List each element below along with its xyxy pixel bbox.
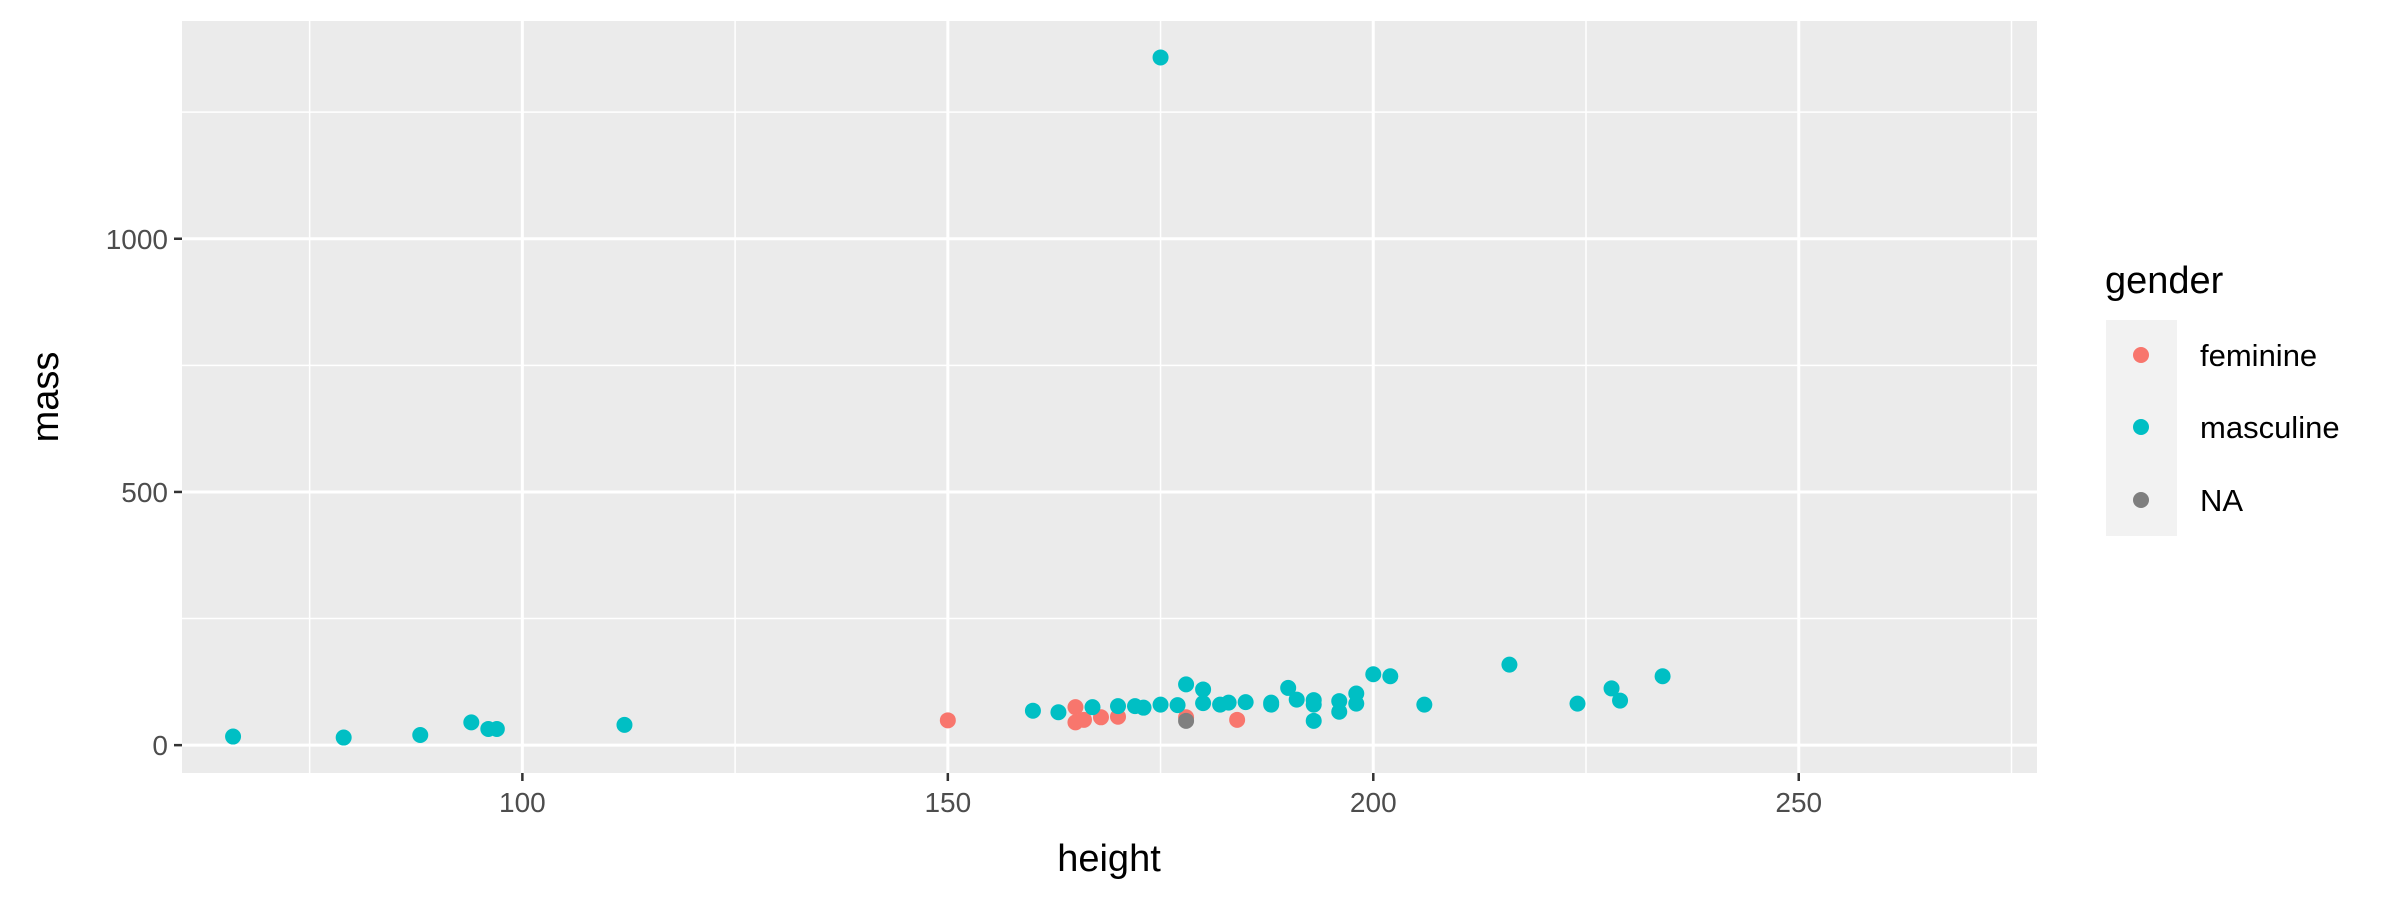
point-masculine [1169,697,1186,714]
point-masculine [1501,656,1518,673]
x-tick-label: 250 [1775,787,1822,818]
legend-key-na [2133,492,2149,508]
plot-panel [182,21,2037,773]
point-masculine [1263,696,1280,713]
legend-key-feminine [2133,347,2149,363]
y-tick-label: 0 [152,730,168,761]
point-masculine [1110,698,1127,715]
legend-key-masculine [2133,419,2149,435]
point-masculine [1416,696,1433,713]
point-masculine [463,714,480,731]
point-feminine [1067,699,1084,716]
x-tick-label: 100 [499,787,546,818]
legend-label-feminine: feminine [2200,338,2317,373]
legend-label-masculine: masculine [2200,410,2340,445]
legend-items: feminine masculine NA [2133,338,2340,518]
point-na [1178,712,1195,729]
point-masculine [1135,699,1152,716]
axis-ticks [174,237,1800,781]
legend: gender feminine masculine NA [2105,260,2340,536]
y-tick-label: 1000 [106,224,168,255]
legend-label-na: NA [2200,483,2243,518]
legend-title: gender [2105,260,2224,302]
point-masculine [335,729,352,746]
point-masculine [1237,694,1254,711]
point-masculine [1305,696,1322,713]
point-masculine [1305,712,1322,729]
point-masculine [1152,49,1169,66]
x-axis-title: height [1057,838,1161,880]
point-masculine [1084,699,1101,716]
point-masculine [1331,703,1348,720]
y-tick-label: 500 [121,477,168,508]
point-masculine [1220,694,1237,711]
point-masculine [1288,691,1305,708]
tick-labels: 100 150 200 250 0 500 1000 [106,224,1822,818]
point-masculine [225,728,242,745]
point-feminine [1075,711,1092,728]
data-points [225,49,1671,746]
point-masculine [1178,676,1195,693]
point-masculine [1152,696,1169,713]
point-masculine [1382,668,1399,685]
x-tick-label: 150 [924,787,971,818]
major-gridlines [182,21,2037,773]
point-masculine [488,720,505,737]
point-feminine [1229,711,1246,728]
minor-gridlines [182,21,2037,773]
x-tick-label: 200 [1350,787,1397,818]
point-masculine [1195,695,1212,712]
point-masculine [1280,679,1297,696]
point-masculine [1654,668,1671,685]
point-masculine [1612,692,1629,709]
point-masculine [616,716,633,733]
point-masculine [412,727,429,744]
point-masculine [1603,680,1620,697]
point-masculine [1365,666,1382,683]
point-masculine [1195,681,1212,698]
point-masculine [1024,702,1041,719]
point-masculine [1569,695,1586,712]
point-feminine [939,712,956,729]
point-masculine [1050,704,1067,721]
y-axis-title: mass [25,352,67,443]
point-masculine [1348,695,1365,712]
